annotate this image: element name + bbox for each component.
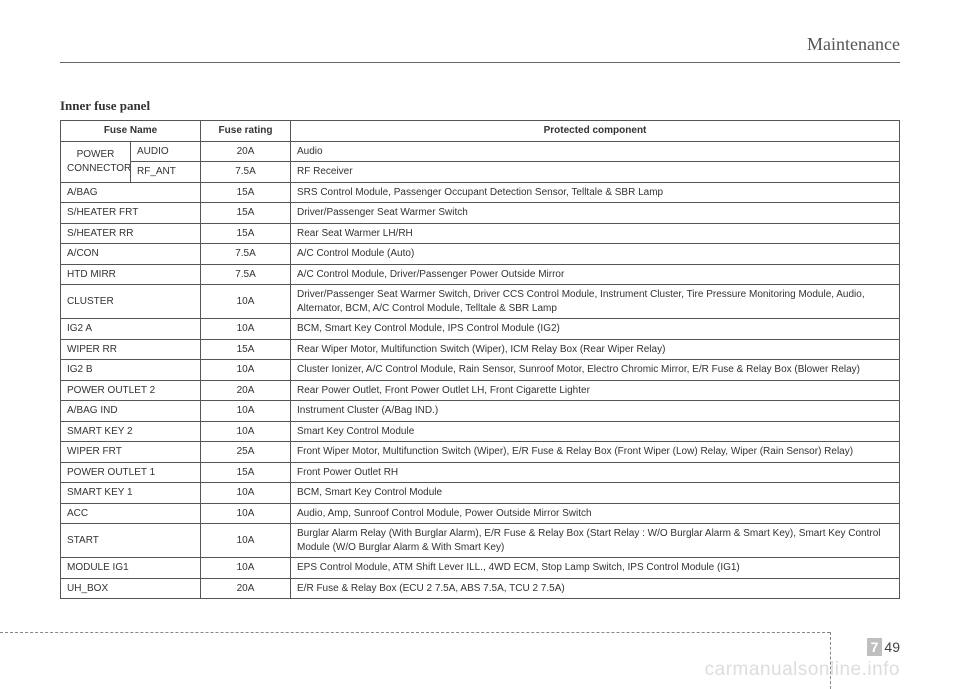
- fuse-name: S/HEATER RR: [61, 223, 201, 244]
- table-row: CLUSTER 10A Driver/Passenger Seat Warmer…: [61, 285, 900, 319]
- watermark: carmanualsonline.info: [705, 659, 900, 681]
- fuse-name: IG2 B: [61, 360, 201, 381]
- table-row: WIPER RR 15A Rear Wiper Motor, Multifunc…: [61, 339, 900, 360]
- fuse-rating: 15A: [201, 203, 291, 224]
- col-fuse-name: Fuse Name: [61, 121, 201, 142]
- fuse-rating: 20A: [201, 141, 291, 162]
- header-rule: [60, 62, 900, 63]
- fuse-rating: 7.5A: [201, 264, 291, 285]
- power-connector-cell: POWER CONNECTOR: [61, 141, 131, 182]
- page-num: 49: [884, 639, 900, 655]
- table-title: Inner fuse panel: [60, 98, 900, 114]
- fuse-name: ACC: [61, 503, 201, 524]
- fuse-rating: 20A: [201, 578, 291, 599]
- fuse-component: Instrument Cluster (A/Bag IND.): [291, 401, 900, 422]
- fuse-component: E/R Fuse & Relay Box (ECU 2 7.5A, ABS 7.…: [291, 578, 900, 599]
- fuse-component: Driver/Passenger Seat Warmer Switch: [291, 203, 900, 224]
- fuse-component: Front Wiper Motor, Multifunction Switch …: [291, 442, 900, 463]
- section-header: Maintenance: [807, 34, 900, 55]
- fuse-name: WIPER RR: [61, 339, 201, 360]
- table-row: A/CON 7.5A A/C Control Module (Auto): [61, 244, 900, 265]
- fuse-name: A/BAG: [61, 182, 201, 203]
- fuse-component: RF Receiver: [291, 162, 900, 183]
- table-row: A/BAG 15A SRS Control Module, Passenger …: [61, 182, 900, 203]
- fuse-name: WIPER FRT: [61, 442, 201, 463]
- chapter-number: 7: [867, 638, 883, 656]
- fuse-rating: 25A: [201, 442, 291, 463]
- fuse-rating: 10A: [201, 319, 291, 340]
- fuse-component: A/C Control Module, Driver/Passenger Pow…: [291, 264, 900, 285]
- fuse-rating: 7.5A: [201, 162, 291, 183]
- table-row: POWER OUTLET 2 20A Rear Power Outlet, Fr…: [61, 380, 900, 401]
- fuse-name: POWER OUTLET 2: [61, 380, 201, 401]
- table-row: POWER OUTLET 1 15A Front Power Outlet RH: [61, 462, 900, 483]
- col-protected-component: Protected component: [291, 121, 900, 142]
- table-row: IG2 B 10A Cluster Ionizer, A/C Control M…: [61, 360, 900, 381]
- fuse-name: A/BAG IND: [61, 401, 201, 422]
- table-row: IG2 A 10A BCM, Smart Key Control Module,…: [61, 319, 900, 340]
- fuse-component: BCM, Smart Key Control Module, IPS Contr…: [291, 319, 900, 340]
- fuse-rating: 10A: [201, 524, 291, 558]
- fuse-rating: 15A: [201, 182, 291, 203]
- table-row: S/HEATER RR 15A Rear Seat Warmer LH/RH: [61, 223, 900, 244]
- table-row: RF_ANT 7.5A RF Receiver: [61, 162, 900, 183]
- table-row: UH_BOX 20A E/R Fuse & Relay Box (ECU 2 7…: [61, 578, 900, 599]
- table-row: SMART KEY 2 10A Smart Key Control Module: [61, 421, 900, 442]
- fuse-rating: 10A: [201, 401, 291, 422]
- fuse-rating: 15A: [201, 223, 291, 244]
- table-row: S/HEATER FRT 15A Driver/Passenger Seat W…: [61, 203, 900, 224]
- fuse-name: UH_BOX: [61, 578, 201, 599]
- fuse-component: Cluster Ionizer, A/C Control Module, Rai…: [291, 360, 900, 381]
- fuse-component: BCM, Smart Key Control Module: [291, 483, 900, 504]
- fuse-table: Fuse Name Fuse rating Protected componen…: [60, 120, 900, 599]
- fuse-name: SMART KEY 1: [61, 483, 201, 504]
- fuse-rating: 10A: [201, 503, 291, 524]
- fuse-component: Rear Wiper Motor, Multifunction Switch (…: [291, 339, 900, 360]
- table-row: WIPER FRT 25A Front Wiper Motor, Multifu…: [61, 442, 900, 463]
- fuse-name: START: [61, 524, 201, 558]
- table-row: MODULE IG1 10A EPS Control Module, ATM S…: [61, 558, 900, 579]
- fuse-rating: 10A: [201, 285, 291, 319]
- table-row: SMART KEY 1 10A BCM, Smart Key Control M…: [61, 483, 900, 504]
- page-number: 749: [867, 638, 900, 656]
- fuse-component: Burglar Alarm Relay (With Burglar Alarm)…: [291, 524, 900, 558]
- fuse-component: Rear Seat Warmer LH/RH: [291, 223, 900, 244]
- table-row: START 10A Burglar Alarm Relay (With Burg…: [61, 524, 900, 558]
- fuse-name: CLUSTER: [61, 285, 201, 319]
- fuse-rating: 10A: [201, 483, 291, 504]
- fuse-rating: 10A: [201, 421, 291, 442]
- fuse-sub: RF_ANT: [131, 162, 201, 183]
- fuse-name: S/HEATER FRT: [61, 203, 201, 224]
- table-row: POWER CONNECTOR AUDIO 20A Audio: [61, 141, 900, 162]
- fuse-name: A/CON: [61, 244, 201, 265]
- fuse-component: EPS Control Module, ATM Shift Lever ILL.…: [291, 558, 900, 579]
- fuse-rating: 15A: [201, 339, 291, 360]
- fuse-name: SMART KEY 2: [61, 421, 201, 442]
- fuse-name: IG2 A: [61, 319, 201, 340]
- fuse-name: POWER OUTLET 1: [61, 462, 201, 483]
- table-row: HTD MIRR 7.5A A/C Control Module, Driver…: [61, 264, 900, 285]
- fuse-rating: 7.5A: [201, 244, 291, 265]
- fuse-component: A/C Control Module (Auto): [291, 244, 900, 265]
- col-fuse-rating: Fuse rating: [201, 121, 291, 142]
- fuse-rating: 20A: [201, 380, 291, 401]
- fuse-component: Front Power Outlet RH: [291, 462, 900, 483]
- fuse-rating: 10A: [201, 360, 291, 381]
- fuse-component: Audio, Amp, Sunroof Control Module, Powe…: [291, 503, 900, 524]
- fuse-component: Audio: [291, 141, 900, 162]
- fuse-component: SRS Control Module, Passenger Occupant D…: [291, 182, 900, 203]
- fuse-component: Driver/Passenger Seat Warmer Switch, Dri…: [291, 285, 900, 319]
- fuse-rating: 10A: [201, 558, 291, 579]
- fuse-name: MODULE IG1: [61, 558, 201, 579]
- fuse-rating: 15A: [201, 462, 291, 483]
- fuse-sub: AUDIO: [131, 141, 201, 162]
- fuse-component: Smart Key Control Module: [291, 421, 900, 442]
- table-row: ACC 10A Audio, Amp, Sunroof Control Modu…: [61, 503, 900, 524]
- fuse-component: Rear Power Outlet, Front Power Outlet LH…: [291, 380, 900, 401]
- fuse-name: HTD MIRR: [61, 264, 201, 285]
- table-row: A/BAG IND 10A Instrument Cluster (A/Bag …: [61, 401, 900, 422]
- table-header-row: Fuse Name Fuse rating Protected componen…: [61, 121, 900, 142]
- footer-rule: [0, 632, 830, 633]
